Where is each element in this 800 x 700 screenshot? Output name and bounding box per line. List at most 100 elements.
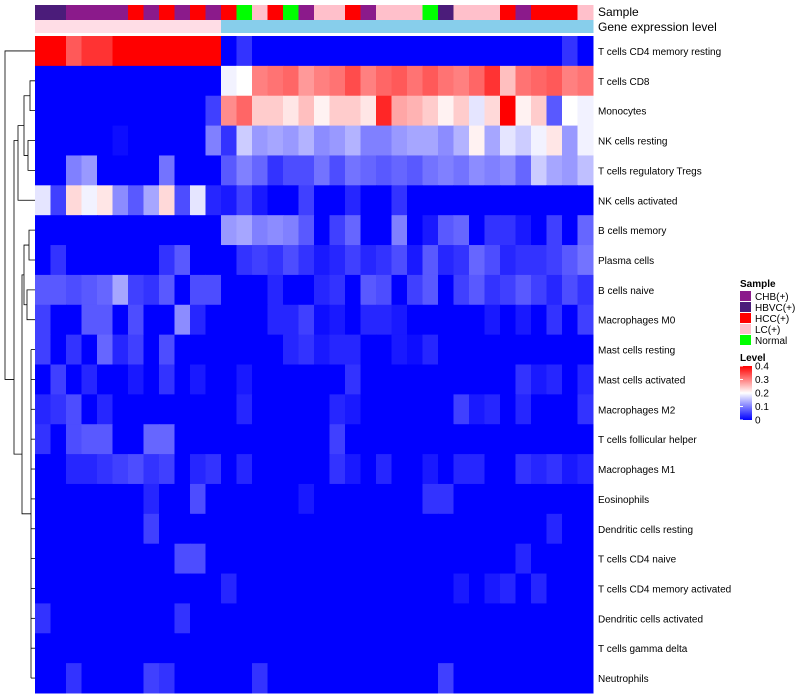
heatmap-cell	[143, 155, 160, 186]
heatmap-cell	[66, 185, 82, 216]
heatmap-cell	[407, 394, 423, 425]
heatmap-cell	[143, 245, 160, 276]
heatmap-cell	[329, 454, 346, 485]
level-tick-label: 0.2	[755, 389, 769, 400]
expression-annotation-cell	[360, 20, 377, 33]
heatmap-cell	[562, 573, 578, 604]
heatmap-cell	[546, 334, 563, 365]
heatmap-cell	[515, 65, 532, 97]
heatmap-cell	[50, 364, 67, 395]
expression-annotation-cell	[205, 20, 222, 33]
heatmap-cell	[174, 304, 191, 336]
heatmap-cell	[438, 95, 454, 127]
heatmap-cell	[50, 155, 67, 186]
expression-annotation-cell	[515, 20, 532, 33]
heatmap-cell	[143, 394, 160, 425]
heatmap-cell	[515, 394, 532, 425]
heatmap-cell	[562, 394, 578, 425]
heatmap-cell	[252, 424, 268, 455]
heatmap-cell	[345, 125, 361, 156]
heatmap-cell	[314, 185, 330, 216]
expression-annotation-cell	[298, 20, 315, 33]
heatmap-cell	[546, 245, 563, 276]
heatmap-cell	[577, 394, 594, 425]
heatmap-cell	[50, 334, 67, 365]
heatmap-cell	[484, 603, 501, 634]
heatmap-cell	[112, 334, 129, 365]
heatmap-cell	[391, 245, 408, 276]
heatmap-cell	[391, 125, 408, 156]
heatmap-cell	[97, 573, 113, 604]
heatmap-cell	[267, 245, 284, 276]
heatmap-cell	[422, 274, 439, 306]
heatmap-cell	[159, 245, 175, 276]
heatmap-cell	[298, 304, 315, 336]
heatmap-cell	[376, 65, 392, 97]
expression-annotation-cell	[128, 20, 144, 33]
heatmap-cell	[484, 334, 501, 365]
heatmap-cell	[314, 155, 330, 186]
heatmap-cell	[515, 663, 532, 694]
heatmap-cell	[190, 274, 206, 306]
heatmap-cell	[453, 573, 470, 604]
heatmap-cell	[267, 185, 284, 216]
heatmap-cell	[221, 334, 237, 365]
heatmap-cell	[66, 125, 82, 156]
heatmap-cell	[469, 483, 485, 515]
heatmap-cell	[112, 304, 129, 336]
heatmap-cell	[252, 483, 268, 515]
heatmap-cell	[469, 543, 485, 575]
heatmap-cell	[174, 483, 191, 515]
heatmap-cell	[360, 394, 377, 425]
heatmap-cell	[97, 274, 113, 306]
heatmap-cell	[159, 394, 175, 425]
heatmap-cell	[112, 543, 129, 575]
heatmap-cell	[205, 603, 222, 634]
sample-annotation-cell	[252, 5, 268, 20]
heatmap-cell	[453, 304, 470, 336]
heatmap-cell	[298, 364, 315, 395]
heatmap-cell	[484, 95, 501, 127]
heatmap-cell	[252, 364, 268, 395]
heatmap-cell	[345, 603, 361, 634]
heatmap-cell	[407, 573, 423, 604]
expression-annotation-cell	[453, 20, 470, 33]
heatmap-cell	[407, 364, 423, 395]
sample-annotation-cell	[562, 5, 578, 20]
heatmap-cell	[562, 483, 578, 515]
heatmap-cell	[531, 215, 547, 246]
heatmap-cell	[283, 573, 299, 604]
heatmap-cell	[143, 663, 160, 694]
heatmap-cell	[66, 364, 82, 395]
heatmap-cell	[422, 424, 439, 455]
heatmap-cell	[66, 483, 82, 515]
heatmap-cell	[407, 663, 423, 694]
heatmap-cell	[438, 364, 454, 395]
heatmap-cell	[314, 394, 330, 425]
heatmap-cell	[376, 483, 392, 515]
heatmap-cell	[190, 394, 206, 425]
heatmap-cell	[314, 95, 330, 127]
heatmap-cell	[97, 424, 113, 455]
heatmap-cell	[469, 36, 485, 67]
heatmap-cell	[112, 454, 129, 485]
heatmap-cell	[391, 663, 408, 694]
heatmap-cell	[546, 543, 563, 575]
heatmap-cell	[128, 334, 144, 365]
heatmap-cell	[81, 633, 98, 664]
heatmap-cell	[314, 36, 330, 67]
heatmap-cell	[577, 424, 594, 455]
heatmap-cell	[128, 185, 144, 216]
heatmap-cell	[376, 364, 392, 395]
heatmap-cell	[422, 215, 439, 246]
heatmap-cell	[345, 185, 361, 216]
heatmap-cell	[97, 633, 113, 664]
heatmap-cell	[66, 603, 82, 634]
heatmap-cell	[298, 65, 315, 97]
heatmap-cell	[422, 65, 439, 97]
heatmap-cell	[283, 65, 299, 97]
heatmap-cell	[422, 245, 439, 276]
heatmap-cell	[283, 633, 299, 664]
sample-annotation-cell	[360, 5, 377, 20]
heatmap-cell	[546, 274, 563, 306]
